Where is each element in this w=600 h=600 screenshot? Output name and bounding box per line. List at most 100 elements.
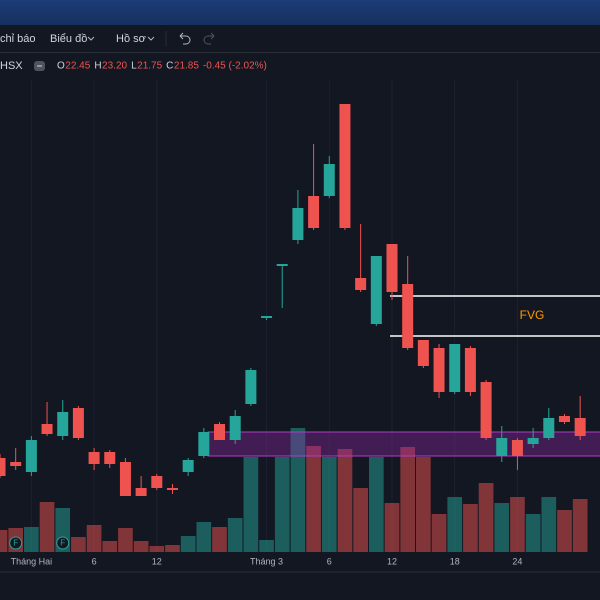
volume-bar <box>118 528 133 552</box>
candle-body <box>0 458 6 476</box>
candle-body <box>135 488 147 496</box>
volume-bar <box>212 527 227 552</box>
volume-bar <box>71 537 86 552</box>
window-header <box>0 0 600 25</box>
candle-body <box>511 440 523 456</box>
candle-body <box>245 370 257 404</box>
volume-bar <box>290 428 306 552</box>
volume-bar <box>463 504 478 552</box>
candle-body <box>402 284 414 348</box>
candle-body <box>166 488 178 490</box>
x-tick-label: 18 <box>450 556 460 566</box>
legend-key: O <box>57 61 65 72</box>
x-tick-label: Tháng 3 <box>250 556 283 566</box>
candle-body <box>198 432 210 456</box>
candle-body <box>41 424 53 434</box>
legend-key: C <box>166 61 173 72</box>
candle-body <box>104 452 116 464</box>
volume-bar <box>447 497 463 552</box>
volume-bar <box>368 457 384 552</box>
volume-bar <box>572 499 588 552</box>
legend-value: 21.75 <box>137 61 162 72</box>
fvg-label: FVG <box>520 308 545 322</box>
candle-body <box>261 316 273 318</box>
volume-bar <box>431 514 447 552</box>
symbol: HSX <box>0 60 23 72</box>
volume-bar <box>24 527 39 552</box>
candle-body <box>417 340 429 366</box>
candle-body <box>355 278 367 290</box>
volume-bar <box>384 503 400 552</box>
candle-body <box>57 412 69 436</box>
redo-icon[interactable] <box>203 32 215 45</box>
x-tick-label: 12 <box>387 556 397 566</box>
volume-bar <box>243 457 259 552</box>
volume-bar <box>102 541 118 552</box>
candle-body <box>433 348 445 392</box>
event-label: F <box>13 539 18 548</box>
candle-body <box>10 462 22 466</box>
legend-key: L <box>131 61 137 72</box>
legend-value: 23.20 <box>102 61 127 72</box>
volume-bar <box>274 457 290 552</box>
candle-body <box>464 348 476 392</box>
volume-bar <box>416 457 431 552</box>
undo-icon[interactable] <box>179 32 191 45</box>
volume-bar <box>510 497 525 552</box>
candle-body <box>339 104 351 228</box>
toolbar-icons <box>87 31 215 46</box>
legend-value: 22.45 <box>65 61 90 72</box>
ohlc-legend: O 22.45 H 23.20 L 21.75 C 21.85 -0.45 (-2.02%) <box>57 61 267 72</box>
legend-value: 21.85 <box>174 61 199 72</box>
volume-bar <box>353 488 368 552</box>
x-tick-label: 6 <box>327 556 332 566</box>
candle-body <box>527 438 539 444</box>
volume-bar <box>180 536 196 552</box>
candle-body <box>308 196 320 228</box>
volume-bar <box>227 518 243 552</box>
candle-body <box>151 476 163 488</box>
plot: FVG F F Tháng Hai 6 12 Tháng 3 6 12 18 24 <box>0 80 600 566</box>
candle-body <box>182 460 194 472</box>
candle-body <box>386 244 398 292</box>
indicators-button[interactable]: chỉ báo <box>0 33 36 45</box>
candle-body <box>292 208 304 240</box>
candle-body <box>119 462 131 496</box>
volume-bar <box>0 530 8 552</box>
volume-bar <box>494 503 510 552</box>
volume-bar <box>525 514 541 552</box>
volume-bar <box>478 483 494 552</box>
candle-body <box>370 256 382 324</box>
volume-bar <box>306 446 321 552</box>
profile-menu[interactable]: Hồ sơ <box>116 33 146 45</box>
candle-body <box>449 344 461 392</box>
x-tick-label: 12 <box>152 556 162 566</box>
volume-bar <box>165 545 180 552</box>
event-marker <box>9 536 23 550</box>
candle-body <box>574 418 586 436</box>
volume-bar <box>86 525 102 552</box>
legend-key: H <box>94 61 101 72</box>
x-tick-label: 6 <box>92 556 97 566</box>
candle-body <box>323 164 335 196</box>
volume-bar <box>321 457 337 552</box>
chevron <box>87 36 95 41</box>
volume-bar <box>149 546 165 552</box>
candle-body <box>25 440 37 472</box>
chart-menu[interactable]: Biểu đồ <box>50 33 88 45</box>
candle-body <box>88 452 100 464</box>
volume-bar <box>557 510 572 552</box>
event-marker <box>56 536 70 550</box>
volume-bar <box>541 497 557 552</box>
candle-body <box>214 424 226 440</box>
candle-body <box>229 416 241 440</box>
legend-change: -0.45 (-2.02%) <box>203 61 267 72</box>
candle-body <box>276 264 288 266</box>
x-tick-label: Tháng Hai <box>11 556 53 566</box>
candle-body <box>72 408 84 438</box>
candle-body <box>543 418 555 438</box>
volume-bar <box>259 540 274 552</box>
volume-bar <box>400 447 416 552</box>
